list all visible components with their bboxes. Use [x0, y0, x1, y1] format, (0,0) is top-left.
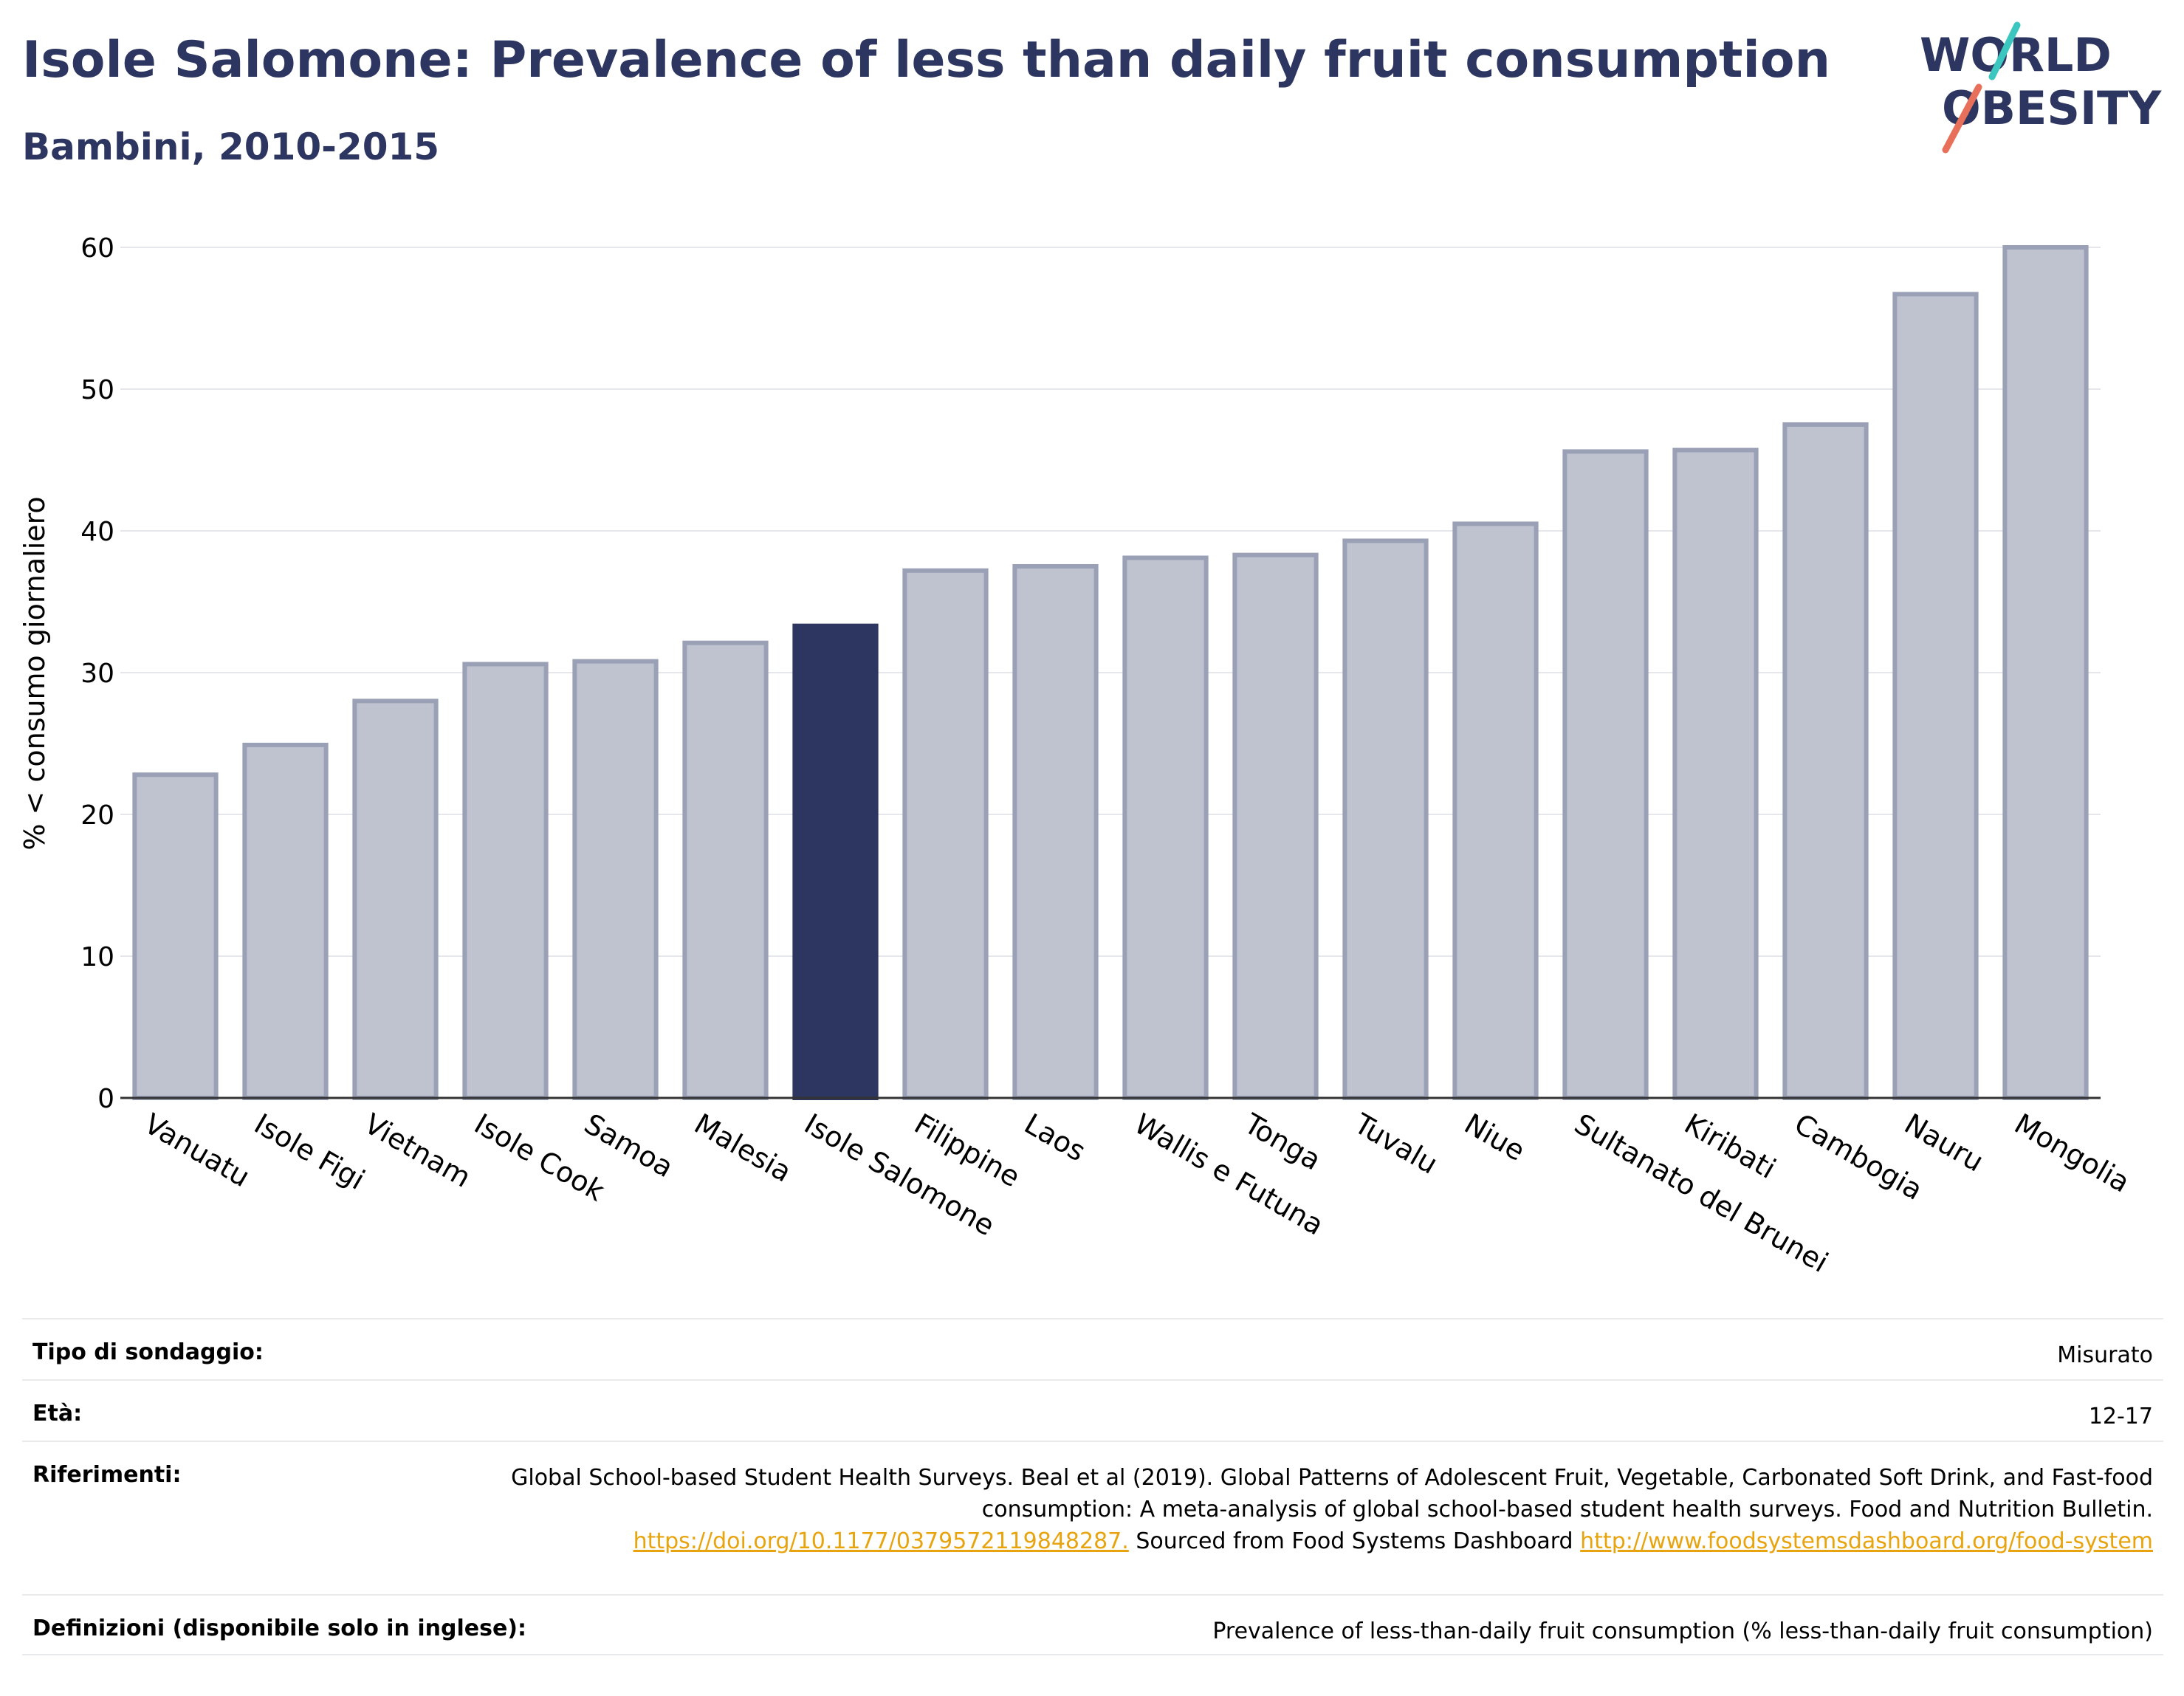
references-label: Riferimenti:: [32, 1462, 182, 1488]
survey-type-value: Misurato: [2057, 1342, 2153, 1368]
x-tick-label: Laos: [1019, 1108, 1091, 1168]
bars: [132, 245, 2089, 1100]
bar-niue[interactable]: [1452, 521, 1539, 1100]
bar-malesia[interactable]: [682, 640, 769, 1100]
bar-filippine[interactable]: [902, 568, 989, 1100]
bar-isole-cook[interactable]: [462, 662, 549, 1100]
y-tick-label: 40: [80, 517, 114, 547]
bar-cambogia[interactable]: [1782, 422, 1869, 1100]
bar-vanuatu[interactable]: [132, 772, 219, 1100]
y-tick-label: 0: [97, 1084, 114, 1114]
x-tick-label: Nauru: [1899, 1108, 1989, 1178]
bar-kiribati[interactable]: [1672, 447, 1759, 1100]
survey-type-label: Tipo di sondaggio:: [32, 1339, 264, 1365]
world-obesity-logo: WORLD OBESITY: [1920, 21, 2162, 154]
chart-title: Isole Salomone: Prevalence of less than …: [22, 31, 1830, 89]
bar-wallis-e-futuna[interactable]: [1122, 555, 1209, 1100]
x-tick-label: Malesia: [689, 1108, 797, 1189]
x-tick-label: Vanuatu: [139, 1108, 255, 1193]
info-row-definitions: Definizioni (disponibile solo in inglese…: [22, 1594, 2163, 1655]
x-tick-label: Isole Figi: [249, 1108, 371, 1196]
bar-isole-figi[interactable]: [242, 742, 329, 1100]
y-axis-label: % < consumo giornaliero: [18, 496, 51, 850]
bar-tuvalu[interactable]: [1342, 538, 1429, 1100]
x-tick-label: Tonga: [1238, 1107, 1326, 1176]
bar-mongolia[interactable]: [2002, 245, 2089, 1100]
references-text-2: Sourced from Food Systems Dashboard: [1136, 1528, 1573, 1554]
y-tick-label: 20: [80, 800, 114, 831]
definitions-value: Prevalence of less-than-daily fruit cons…: [1212, 1618, 2153, 1644]
bar-tonga[interactable]: [1232, 552, 1319, 1100]
references-value: Global School-based Student Health Surve…: [492, 1442, 2153, 1557]
y-tick-label: 60: [80, 233, 114, 264]
info-row-survey-type: Tipo di sondaggio: Misurato: [22, 1318, 2163, 1379]
logo-slash-coral: [1942, 83, 1982, 154]
bar-laos[interactable]: [1012, 564, 1099, 1100]
bar-nauru[interactable]: [1892, 292, 1979, 1100]
y-tick-label: 10: [80, 942, 114, 972]
x-tick-label: Mongolia: [2009, 1108, 2135, 1199]
logo-slash-teal: [1988, 21, 2021, 80]
y-tick-labels: 0 10 20 30 40 50 60: [80, 233, 114, 1114]
references-text-1: Global School-based Student Health Surve…: [511, 1465, 2153, 1522]
doi-link[interactable]: https://doi.org/10.1177/0379572119848287…: [633, 1528, 1129, 1554]
age-label: Età:: [32, 1401, 83, 1427]
bar-samoa[interactable]: [572, 659, 659, 1100]
y-tick-label: 30: [80, 659, 114, 689]
gridlines: [120, 247, 2101, 957]
chart-subtitle: Bambini, 2010-2015: [22, 126, 440, 168]
bar-vietnam[interactable]: [352, 698, 439, 1100]
info-row-age: Età: 12-17: [22, 1379, 2163, 1441]
x-tick-label: Isole Salomone: [799, 1108, 1000, 1243]
food-systems-dashboard-link[interactable]: http://www.foodsystemsdashboard.org/food…: [1580, 1528, 2153, 1554]
definitions-label: Definizioni (disponibile solo in inglese…: [32, 1616, 526, 1641]
age-value: 12-17: [2088, 1404, 2153, 1429]
x-tick-label: Tuvalu: [1348, 1107, 1443, 1181]
bar-isole-salomone[interactable]: [792, 623, 879, 1100]
logo-word-world: WORLD: [1920, 28, 2112, 82]
info-row-references: Riferimenti: Global School-based Student…: [22, 1441, 2163, 1594]
x-tick-label: Wallis e Futuna: [1129, 1108, 1329, 1242]
y-tick-label: 50: [80, 375, 114, 405]
x-tick-label: Niue: [1459, 1108, 1531, 1167]
x-tick-label: Vietnam: [359, 1108, 476, 1194]
info-table: Tipo di sondaggio: Misurato Età: 12-17 R…: [22, 1318, 2163, 1655]
bar-sultanato-del-brunei[interactable]: [1562, 449, 1649, 1100]
